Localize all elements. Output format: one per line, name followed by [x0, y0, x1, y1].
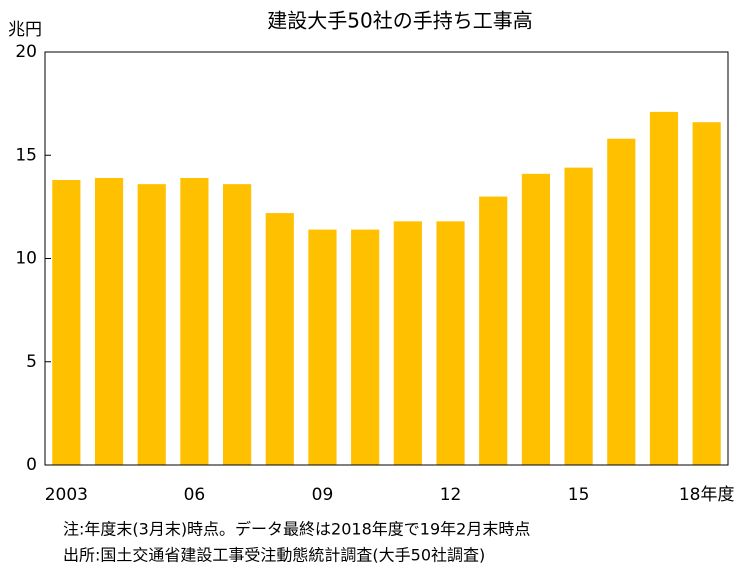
- bar: [393, 221, 422, 465]
- x-tick-label: 12: [440, 485, 462, 505]
- y-tick-label: 0: [26, 455, 37, 475]
- bar: [479, 196, 508, 466]
- bar: [94, 177, 124, 465]
- y-axis-label: 兆円: [8, 20, 42, 40]
- bar: [649, 111, 679, 465]
- chart-title: 建設大手50社の手持ち工事高: [267, 9, 532, 33]
- bar: [607, 138, 636, 466]
- bar: [564, 167, 593, 465]
- source: 出所:国土交通省建設工事受注動態統計調査(大手50社調査): [63, 546, 485, 565]
- bar: [521, 173, 550, 465]
- bar: [137, 184, 166, 465]
- y-tick-label: 20: [15, 42, 37, 62]
- bar: [223, 184, 252, 465]
- note: 注:年度末(3月末)時点。データ最終は2018年度で19年2月末時点: [63, 520, 530, 539]
- x-tick-label: 18年度: [679, 485, 735, 505]
- x-tick-label: 2003: [45, 485, 88, 505]
- y-tick-label: 5: [26, 352, 37, 372]
- bar: [351, 229, 380, 465]
- x-tick-label: 09: [312, 485, 334, 505]
- bar: [692, 122, 721, 466]
- y-tick-label: 10: [15, 249, 37, 269]
- y-tick-label: 15: [15, 145, 37, 165]
- bar: [308, 229, 337, 465]
- x-tick-label: 06: [184, 485, 206, 505]
- x-tick-label: 15: [568, 485, 590, 505]
- bar: [180, 177, 209, 465]
- bar: [52, 180, 81, 465]
- plot-frame: [44, 51, 729, 466]
- bar: [265, 213, 294, 465]
- bar: [436, 221, 465, 465]
